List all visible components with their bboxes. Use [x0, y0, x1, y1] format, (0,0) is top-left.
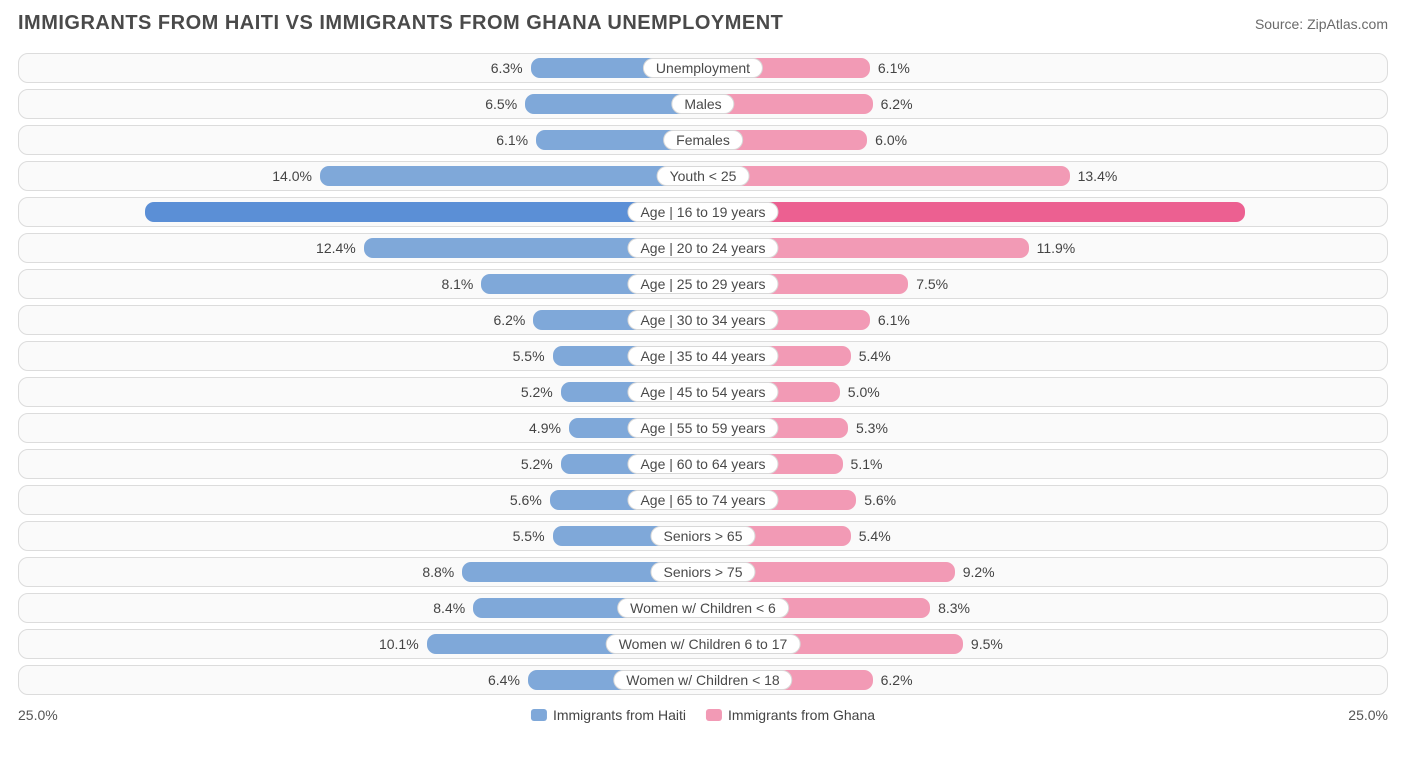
chart-row: 8.1% 7.5% Age | 25 to 29 years — [18, 269, 1388, 299]
category-label: Women w/ Children 6 to 17 — [606, 634, 801, 654]
value-right: 5.4% — [859, 348, 891, 364]
axis-max-left: 25.0% — [18, 707, 58, 723]
chart-row: 5.5% 5.4% Age | 35 to 44 years — [18, 341, 1388, 371]
category-label: Unemployment — [643, 58, 763, 78]
value-left: 10.1% — [379, 636, 419, 652]
value-left: 5.6% — [510, 492, 542, 508]
value-left: 14.0% — [272, 168, 312, 184]
value-left: 5.5% — [513, 348, 545, 364]
bar-left: 20.4% — [145, 202, 703, 222]
value-right: 5.1% — [851, 456, 883, 472]
value-left: 5.2% — [521, 384, 553, 400]
category-label: Age | 65 to 74 years — [627, 490, 778, 510]
chart-source: Source: ZipAtlas.com — [1255, 16, 1388, 32]
category-label: Females — [663, 130, 743, 150]
category-label: Age | 30 to 34 years — [627, 310, 778, 330]
category-label: Women w/ Children < 18 — [613, 670, 792, 690]
chart-row: 10.1% 9.5% Women w/ Children 6 to 17 — [18, 629, 1388, 659]
legend-swatch-right — [706, 709, 722, 721]
category-label: Seniors > 75 — [651, 562, 756, 582]
category-label: Age | 20 to 24 years — [627, 238, 778, 258]
value-left: 8.4% — [433, 600, 465, 616]
category-label: Women w/ Children < 6 — [617, 598, 789, 618]
chart-row: 5.6% 5.6% Age | 65 to 74 years — [18, 485, 1388, 515]
chart-footer: 25.0% Immigrants from Haiti Immigrants f… — [18, 701, 1388, 729]
bar-right — [703, 166, 1070, 186]
legend-swatch-left — [531, 709, 547, 721]
value-left: 6.2% — [493, 312, 525, 328]
chart-header: IMMIGRANTS FROM HAITI VS IMMIGRANTS FROM… — [18, 12, 1388, 35]
value-right: 6.0% — [875, 132, 907, 148]
chart-row: 6.4% 6.2% Women w/ Children < 18 — [18, 665, 1388, 695]
value-left: 12.4% — [316, 240, 356, 256]
value-right: 9.5% — [971, 636, 1003, 652]
chart-row: 6.2% 6.1% Age | 30 to 34 years — [18, 305, 1388, 335]
chart-row: 20.4%19.8%Age | 16 to 19 years — [18, 197, 1388, 227]
bar-right: 19.8% — [703, 202, 1245, 222]
legend-label-right: Immigrants from Ghana — [728, 707, 875, 723]
category-label: Age | 45 to 54 years — [627, 382, 778, 402]
category-label: Seniors > 65 — [651, 526, 756, 546]
category-label: Males — [671, 94, 734, 114]
chart-row: 5.2% 5.1% Age | 60 to 64 years — [18, 449, 1388, 479]
chart-title: IMMIGRANTS FROM HAITI VS IMMIGRANTS FROM… — [18, 12, 783, 35]
value-right: 6.2% — [881, 96, 913, 112]
legend-label-left: Immigrants from Haiti — [553, 707, 686, 723]
value-left: 5.2% — [521, 456, 553, 472]
value-right: 6.1% — [878, 60, 910, 76]
value-right: 8.3% — [938, 600, 970, 616]
legend-item-left: Immigrants from Haiti — [531, 707, 686, 723]
value-left: 6.1% — [496, 132, 528, 148]
legend-item-right: Immigrants from Ghana — [706, 707, 875, 723]
value-left: 8.1% — [441, 276, 473, 292]
chart-row: 8.4% 8.3% Women w/ Children < 6 — [18, 593, 1388, 623]
value-right: 5.6% — [864, 492, 896, 508]
value-left: 8.8% — [422, 564, 454, 580]
category-label: Age | 35 to 44 years — [627, 346, 778, 366]
chart-row: 4.9% 5.3% Age | 55 to 59 years — [18, 413, 1388, 443]
chart-row: 6.1% 6.0% Females — [18, 125, 1388, 155]
axis-max-right: 25.0% — [1348, 707, 1388, 723]
chart-row: 5.5% 5.4% Seniors > 65 — [18, 521, 1388, 551]
value-right: 6.1% — [878, 312, 910, 328]
value-right: 9.2% — [963, 564, 995, 580]
value-left: 6.3% — [491, 60, 523, 76]
value-right: 7.5% — [916, 276, 948, 292]
legend: Immigrants from Haiti Immigrants from Gh… — [531, 707, 875, 723]
category-label: Age | 16 to 19 years — [627, 202, 778, 222]
value-left: 4.9% — [529, 420, 561, 436]
category-label: Age | 25 to 29 years — [627, 274, 778, 294]
chart-area: 6.3% 6.1% Unemployment 6.5% 6.2% Males 6.1% 6.0… — [18, 53, 1388, 695]
chart-row: 8.8% 9.2% Seniors > 75 — [18, 557, 1388, 587]
value-right: 5.4% — [859, 528, 891, 544]
chart-row: 12.4% 11.9% Age | 20 to 24 years — [18, 233, 1388, 263]
bar-left — [320, 166, 703, 186]
value-right: 5.0% — [848, 384, 880, 400]
category-label: Youth < 25 — [657, 166, 750, 186]
value-right: 13.4% — [1078, 168, 1118, 184]
chart-row: 14.0% 13.4% Youth < 25 — [18, 161, 1388, 191]
chart-row: 6.5% 6.2% Males — [18, 89, 1388, 119]
chart-row: 5.2% 5.0% Age | 45 to 54 years — [18, 377, 1388, 407]
value-right: 5.3% — [856, 420, 888, 436]
value-right: 6.2% — [881, 672, 913, 688]
chart-row: 6.3% 6.1% Unemployment — [18, 53, 1388, 83]
category-label: Age | 60 to 64 years — [627, 454, 778, 474]
value-left: 6.5% — [485, 96, 517, 112]
category-label: Age | 55 to 59 years — [627, 418, 778, 438]
value-left: 5.5% — [513, 528, 545, 544]
value-left: 6.4% — [488, 672, 520, 688]
value-right: 11.9% — [1037, 240, 1076, 256]
